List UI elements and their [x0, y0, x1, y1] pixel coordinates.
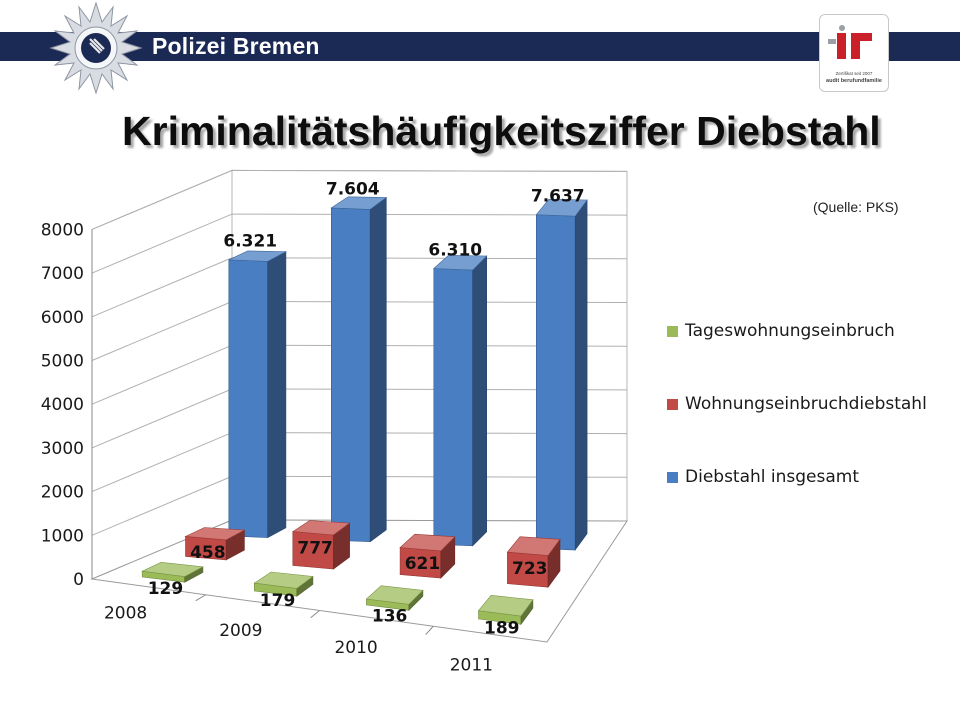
y-tick-label: 4000	[41, 395, 84, 415]
org-name: Polizei Bremen	[152, 33, 320, 59]
bar-top-face	[477, 594, 534, 617]
data-label: 189	[484, 618, 520, 638]
bar-top-face	[184, 527, 246, 541]
certificate-mark	[828, 25, 872, 59]
bar-top-face	[506, 536, 561, 556]
bar-tageswohnungseinbruch-2010	[365, 585, 424, 612]
legend-label: Tageswohnungseinbruch	[685, 321, 895, 341]
x-axis-labels: 2008 2009 2010 2011	[104, 604, 493, 676]
x-tick-label: 2011	[450, 655, 493, 675]
y-tick-label: 0	[73, 570, 84, 590]
x-tick-mark	[310, 610, 320, 619]
bars	[141, 196, 588, 626]
bar-front-face	[433, 268, 474, 547]
y-tick-label: 3000	[41, 439, 84, 459]
data-label: 129	[148, 579, 184, 599]
data-label: 6.310	[428, 240, 482, 260]
bar-side-face	[369, 196, 387, 543]
bar-side-face	[267, 251, 287, 539]
y-tick-label: 7000	[41, 264, 84, 284]
bar-side-face	[472, 255, 488, 547]
bar-top-face	[535, 198, 588, 217]
bar-diebstahl insgesamt-2011	[535, 198, 588, 551]
bar-front-face	[330, 207, 371, 543]
legend-label: Wohnungseinbruchdiebstahl	[685, 394, 927, 414]
bar-top-face	[365, 585, 424, 605]
bar-diebstahl insgesamt-2010	[433, 254, 488, 547]
x-tick-label: 2008	[104, 604, 147, 624]
data-labels: 6.321 7.604 6.310 7.637 458 777 621 723 129 179 13…	[148, 180, 585, 639]
data-label: 723	[512, 559, 548, 579]
bar-wohnungseinbruchdiebstahl-2011	[506, 536, 561, 589]
y-axis-labels: 0 1000 2000 3000 4000 5000 6000 7000 8000	[41, 220, 84, 590]
data-label: 621	[405, 554, 441, 574]
data-label: 179	[260, 591, 296, 611]
legend-label: Diebstahl insgesamt	[685, 467, 860, 487]
bar-diebstahl insgesamt-2008	[228, 250, 288, 539]
y-tick-label: 8000	[41, 220, 84, 240]
bar-tageswohnungseinbruch-2009	[253, 571, 314, 597]
data-label: 777	[297, 538, 333, 558]
bar-top-face	[433, 254, 488, 271]
legend-swatch	[667, 326, 678, 337]
data-label: 136	[372, 607, 408, 627]
bar-tageswohnungseinbruch-2011	[477, 594, 534, 626]
bar-wohnungseinbruchdiebstahl-2010	[399, 533, 456, 579]
x-tick-label: 2009	[219, 621, 262, 641]
bar-top-face	[141, 561, 204, 577]
bar-top-face	[253, 571, 314, 589]
data-label: 7.637	[531, 186, 585, 206]
police-star-logo	[50, 2, 142, 94]
chart-walls	[90, 169, 628, 643]
gridline	[91, 213, 628, 274]
bar-tageswohnungseinbruch-2008	[141, 561, 204, 583]
header-bar	[0, 32, 960, 61]
certificate-logo: Zertifikat seit 2007 audit berufundfamil…	[819, 14, 889, 92]
bar-top-face	[291, 520, 351, 536]
bar-front-face	[228, 259, 269, 538]
bar-diebstahl insgesamt-2009	[330, 196, 388, 543]
y-tick-label: 6000	[41, 308, 84, 328]
y-tick-label: 5000	[41, 352, 84, 372]
bar-top-face	[228, 250, 288, 262]
certificate-caption: Zertifikat seit 2007	[835, 71, 873, 76]
x-tick-mark	[425, 625, 434, 636]
bar-wohnungseinbruchdiebstahl-2009	[291, 520, 351, 570]
chart-title: Kriminalitätshäufigkeitsziffer Diebstahl	[122, 108, 881, 154]
data-label: 7.604	[326, 180, 380, 200]
data-label: 458	[190, 543, 226, 563]
y-tick-label: 1000	[41, 526, 84, 546]
gridline	[91, 169, 628, 230]
source-note: (Quelle: PKS)	[813, 199, 899, 215]
bar-front-face	[535, 214, 576, 551]
bar-top-face	[399, 533, 456, 552]
bar-side-face	[574, 199, 588, 551]
y-tick-label: 2000	[41, 483, 84, 503]
data-label: 6.321	[223, 232, 277, 252]
bar-top-face	[330, 196, 388, 210]
certificate-name: audit berufundfamilie	[826, 78, 882, 84]
x-tick-label: 2010	[334, 638, 377, 658]
x-tick-mark	[195, 594, 207, 602]
bar-wohnungseinbruchdiebstahl-2008	[184, 527, 246, 561]
legend-swatch	[667, 399, 678, 410]
legend-swatch	[667, 472, 678, 483]
gridline	[91, 257, 628, 318]
